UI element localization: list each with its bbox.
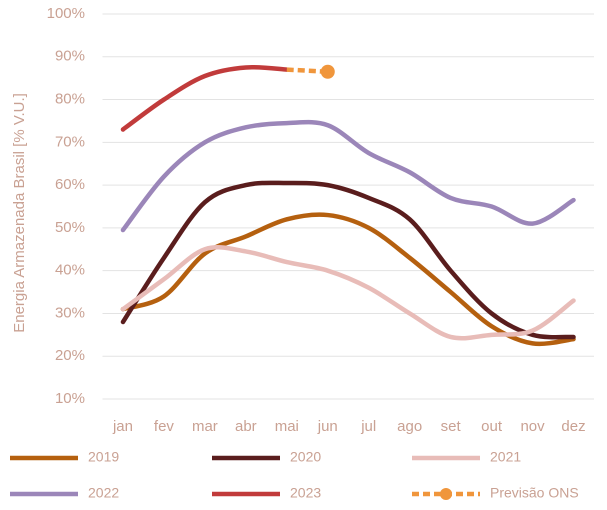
- y-tick-label: 30%: [55, 304, 85, 321]
- x-tick-label: jan: [112, 418, 133, 435]
- x-tick-label: set: [441, 418, 462, 435]
- series-line: [120, 180, 576, 340]
- legend-marker: [440, 488, 452, 500]
- y-tick-label: 70%: [55, 133, 85, 150]
- y-tick-label: 50%: [55, 219, 85, 236]
- x-tick-label: mar: [192, 418, 218, 435]
- legend-label: 2022: [88, 485, 119, 501]
- y-axis-label: Energia Armazenada Brasil [% V.U.]: [11, 93, 28, 333]
- x-tick-label: mai: [275, 418, 299, 435]
- x-tick-label: nov: [520, 418, 545, 435]
- y-tick-label: 60%: [55, 176, 85, 193]
- y-tick-label: 40%: [55, 262, 85, 279]
- series-line: [120, 212, 576, 347]
- x-tick-label: out: [481, 418, 503, 435]
- y-tick-label: 90%: [55, 48, 85, 65]
- x-tick-label: jul: [360, 418, 376, 435]
- series-line: [120, 64, 290, 132]
- x-tick-label: abr: [235, 418, 257, 435]
- x-tick-label: jun: [317, 418, 338, 435]
- legend-label: 2020: [290, 449, 321, 465]
- x-tick-label: ago: [397, 418, 422, 435]
- series-marker: [320, 64, 335, 79]
- x-tick-label: fev: [154, 418, 175, 435]
- y-tick-label: 20%: [55, 347, 85, 364]
- legend-label: 2021: [490, 449, 521, 465]
- legend-label: 2019: [88, 449, 119, 465]
- y-tick-label: 80%: [55, 91, 85, 108]
- legend-label: 2023: [290, 485, 321, 501]
- series-line: [120, 245, 576, 341]
- series-line: [120, 119, 576, 233]
- legend-label: Previsão ONS: [490, 485, 579, 501]
- x-tick-label: dez: [561, 418, 585, 435]
- y-tick-label: 10%: [55, 390, 85, 407]
- y-tick-label: 100%: [47, 5, 85, 22]
